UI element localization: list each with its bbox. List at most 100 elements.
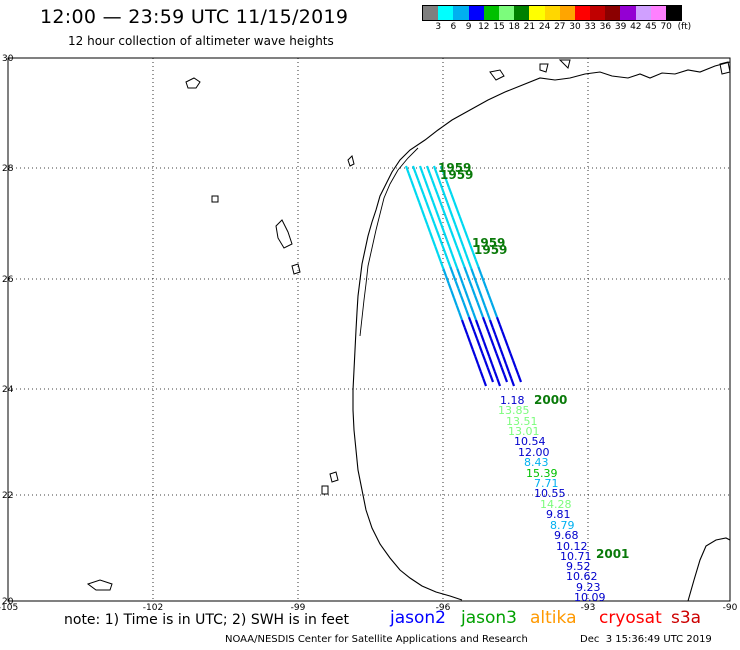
track-segment [434, 246, 440, 255]
track-segment [479, 309, 485, 318]
track-segment [492, 345, 498, 354]
track-segment [482, 378, 488, 387]
track-segment [481, 316, 487, 325]
track-segment [419, 187, 425, 196]
track-segment [465, 273, 471, 282]
track-segment [456, 268, 462, 277]
track-segment [404, 165, 410, 174]
track-segment [435, 230, 441, 239]
track-segment [476, 363, 482, 372]
track-segment [439, 260, 445, 270]
colorbar-swatch [498, 6, 515, 20]
satellite-legend-s3a: s3a [671, 608, 702, 628]
wave-height-label: 12.00 [518, 446, 550, 459]
colorbar-swatch [574, 6, 591, 20]
colorbar-swatch [514, 6, 530, 20]
track-segment [433, 223, 439, 232]
track-segment [473, 331, 479, 340]
wave-height-label: 14.28 [540, 498, 572, 511]
track-segment [448, 246, 454, 255]
track-segment [425, 165, 431, 174]
track-segment [435, 172, 441, 182]
track-segment [430, 216, 436, 224]
track-segment [441, 208, 447, 217]
track-segment [440, 224, 446, 233]
wave-height-label: 10.54 [514, 435, 546, 448]
wave-height-label: 9.81 [546, 508, 571, 521]
track-segment [446, 259, 452, 268]
track-segment [455, 304, 461, 314]
track-segment [491, 326, 497, 336]
track-segment [461, 223, 467, 232]
wave-height-label: 7.71 [534, 477, 559, 490]
colorbar-labels: 3 6 9 12 15 18 21 24 27 30 33 36 39 42 45 70 (ft) [422, 22, 740, 34]
track-segment [476, 302, 482, 311]
satellite-legend-jason3: jason3 [461, 608, 517, 628]
track-segment [455, 244, 461, 253]
track-segment [489, 338, 495, 347]
track-segment [470, 268, 476, 277]
colorbar-label: 24 [538, 22, 551, 32]
colorbar-label: 39 [614, 22, 627, 32]
track-segment [450, 194, 456, 203]
colorbar-label: 45 [645, 22, 657, 32]
track-segment [459, 238, 465, 248]
track-segment [459, 295, 465, 304]
colorbar-swatch [605, 6, 621, 20]
track-segment [511, 360, 517, 368]
track-segment [482, 280, 488, 289]
track-segment [447, 187, 453, 196]
track-segment [463, 266, 469, 275]
track-segment [447, 223, 453, 232]
track-segment [420, 209, 426, 218]
track-segment [423, 216, 429, 226]
inner-coastline [359, 147, 419, 337]
track-segment [457, 252, 463, 260]
track-segment [468, 280, 474, 289]
wave-height-label: 9.23 [576, 581, 601, 594]
latitude-label: 24 [2, 385, 14, 395]
colorbar-label: 30 [569, 22, 581, 32]
latitude-label: 28 [2, 164, 14, 174]
track-segment [432, 165, 438, 174]
track-segment [455, 208, 461, 217]
yucatan-coast [687, 537, 731, 602]
track-segment [462, 302, 468, 311]
track-segment [488, 319, 494, 328]
track-time-label: 2000 [534, 393, 567, 407]
track-segment [460, 259, 466, 268]
track-segment [444, 275, 450, 284]
track-segment [437, 216, 443, 226]
colorbar-label: 21 [523, 22, 536, 32]
track-segment [443, 194, 449, 204]
altimeter-tracks [404, 165, 523, 387]
track-segment [498, 324, 504, 332]
track-segment [433, 187, 439, 196]
track-segment [447, 282, 453, 292]
track-segment [422, 194, 428, 203]
track-segment [469, 244, 475, 253]
track-time-label: 1959 [472, 236, 505, 250]
track-segment [412, 187, 418, 196]
track-segment [439, 165, 445, 174]
footer-credit: NOAA/NESDIS Center for Satellite Applica… [225, 634, 528, 645]
track-segment [503, 374, 509, 383]
wave-height-label: 13.85 [498, 404, 530, 417]
colorbar-swatch [559, 6, 575, 20]
track-segment [469, 304, 475, 314]
colorbar-label: 3 [435, 22, 442, 32]
colorbar-label: 9 [465, 22, 472, 32]
track-segment [444, 216, 450, 224]
track-segment [464, 290, 470, 299]
track-segment [427, 208, 433, 217]
map-subtitle: 12 hour collection of altimeter wave hei… [68, 34, 334, 48]
map-frame [7, 57, 731, 602]
track-segment [458, 275, 464, 284]
colorbar-label: 33 [584, 22, 596, 32]
track-segment [475, 282, 481, 292]
colorbar-swatch [423, 6, 439, 20]
track-segment [480, 297, 486, 306]
track-segment [464, 253, 470, 262]
colorbar-label: 6 [450, 22, 457, 32]
